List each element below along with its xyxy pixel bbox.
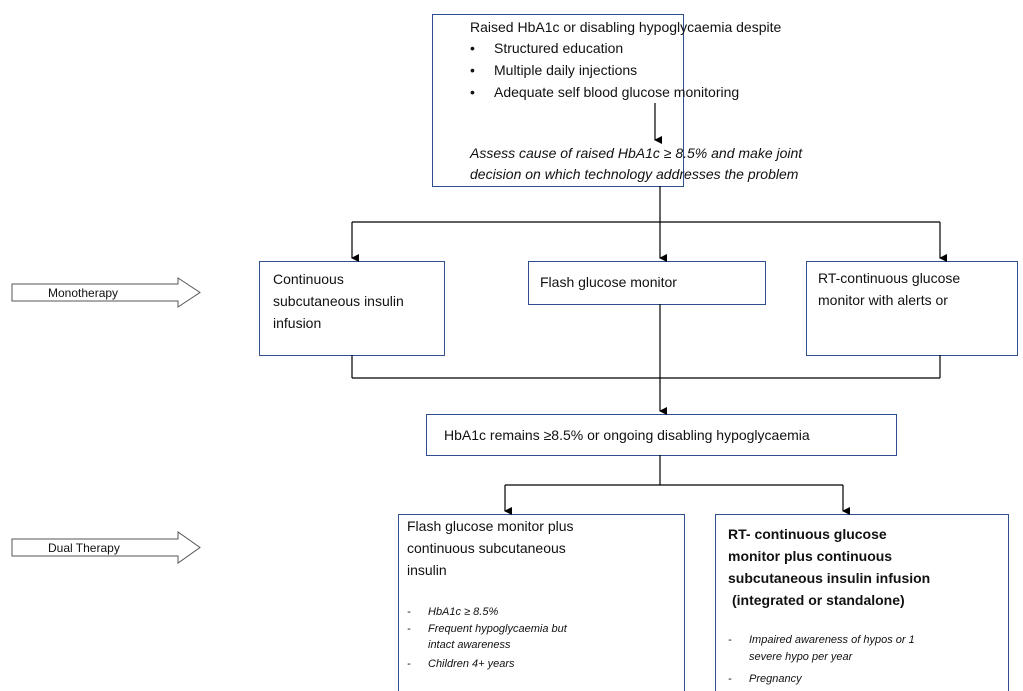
criterion: HbA1c ≥ 8.5%	[428, 606, 499, 618]
node-text: monitor with alerts or	[818, 292, 948, 308]
node-text: (integrated or standalone)	[732, 592, 905, 608]
node-text: monitor plus continuous	[728, 548, 893, 564]
node-text: HbA1c remains ≥8.5% or ongoing disabling…	[444, 427, 810, 443]
node-text: Flash glucose monitor plus	[407, 518, 574, 534]
criterion: Impaired awareness of hypos or 1	[749, 634, 915, 646]
node-text: decision on which technology addresses t…	[470, 166, 799, 182]
box	[398, 514, 685, 691]
box	[806, 261, 1018, 356]
node-text: Structured education	[494, 40, 624, 56]
node-text: RT- continuous glucose	[728, 526, 887, 542]
criterion: intact awareness	[428, 639, 511, 651]
label: Dual Therapy	[48, 541, 120, 555]
bullet: -	[407, 606, 411, 618]
box	[715, 514, 1009, 691]
criterion: Frequent hypoglycaemia but	[428, 623, 567, 635]
bullet: •	[470, 40, 475, 56]
node-text: infusion	[273, 315, 322, 331]
bullet: -	[407, 658, 411, 670]
label: Monotherapy	[48, 286, 119, 300]
criterion: Pregnancy	[749, 673, 802, 685]
box	[432, 14, 684, 187]
box	[528, 261, 766, 305]
bullet: •	[470, 84, 475, 100]
node-text: Flash glucose monitor	[540, 274, 677, 290]
node-text: insulin	[407, 562, 447, 578]
criterion: Children 4+ years	[428, 658, 515, 670]
bullet: -	[407, 623, 411, 635]
node-text: subcutaneous insulin	[273, 293, 404, 309]
bullet: -	[728, 634, 732, 646]
node-text: Assess cause of raised HbA1c ≥ 8.5% and …	[470, 145, 803, 161]
bullet: -	[728, 673, 732, 685]
node-text: Adequate self blood glucose monitoring	[494, 84, 740, 100]
node-text: Multiple daily injections	[494, 62, 638, 78]
node-text: Continuous	[273, 271, 344, 287]
node-text: Raised HbA1c or disabling hypoglycaemia …	[470, 19, 782, 35]
side-arrow	[11, 277, 201, 308]
criterion: severe hypo per year	[749, 651, 853, 663]
side-arrow	[11, 531, 201, 564]
node-text: subcutaneous insulin infusion	[728, 570, 931, 586]
node-text: RT-continuous glucose	[818, 270, 961, 286]
node-text: continuous subcutaneous	[407, 540, 566, 556]
bullet: •	[470, 62, 475, 78]
